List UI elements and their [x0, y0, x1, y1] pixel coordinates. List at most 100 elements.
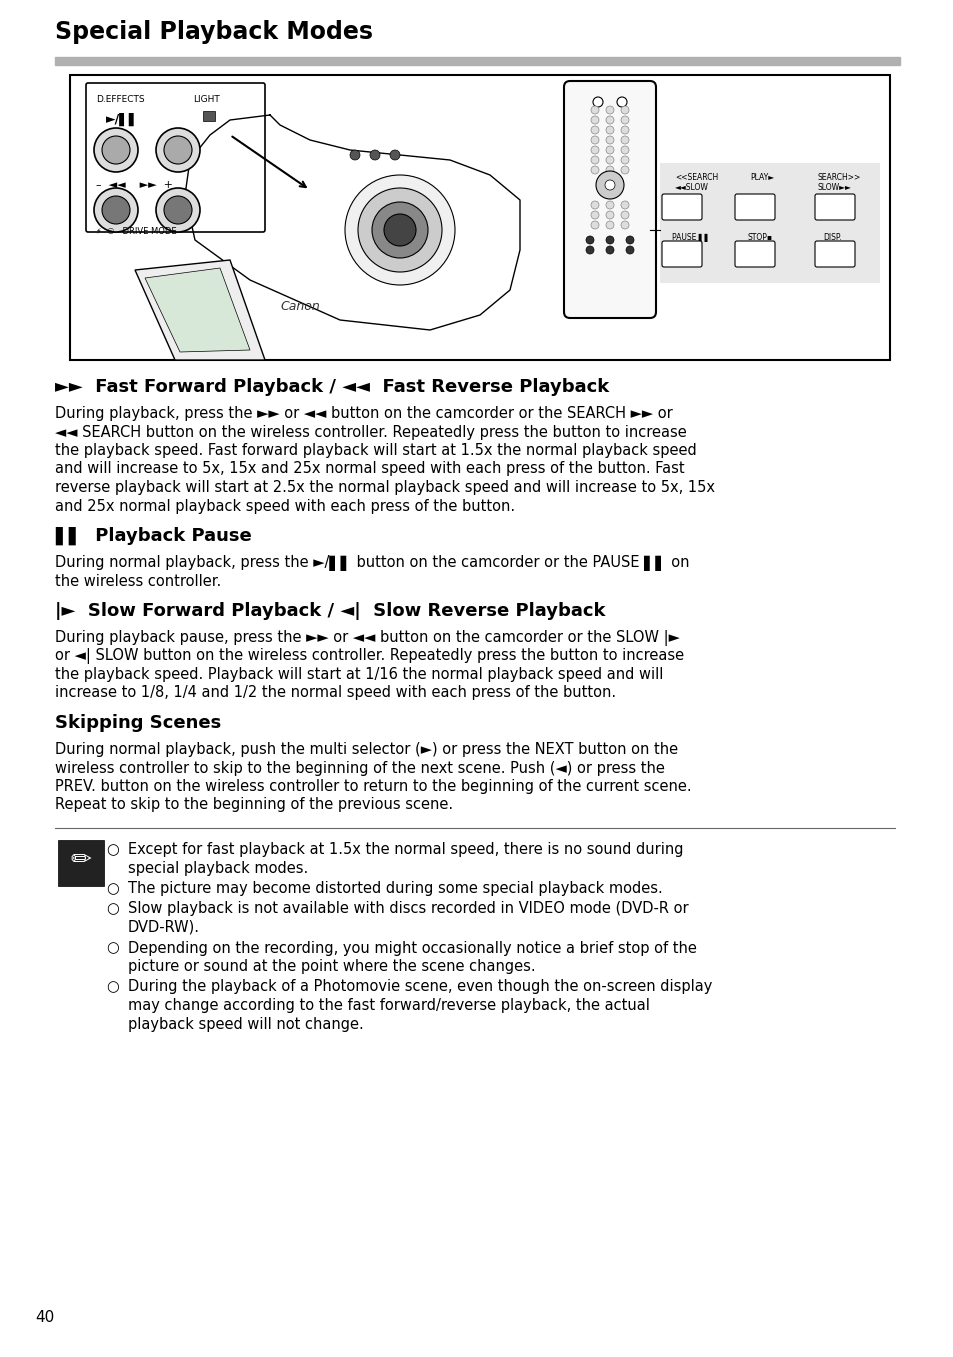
- FancyBboxPatch shape: [814, 194, 854, 220]
- Text: D.EFFECTS: D.EFFECTS: [96, 95, 145, 104]
- Circle shape: [625, 246, 634, 254]
- Circle shape: [350, 151, 359, 160]
- Bar: [58, 840, 104, 886]
- Text: ◄◄ SEARCH button on the wireless controller. Repeatedly press the button to incr: ◄◄ SEARCH button on the wireless control…: [55, 425, 686, 440]
- Text: During playback, press the ►► or ◄◄ button on the camcorder or the SEARCH ►► or: During playback, press the ►► or ◄◄ butt…: [55, 406, 672, 421]
- Circle shape: [605, 126, 614, 134]
- Text: ✏: ✏: [71, 848, 91, 873]
- Text: ○: ○: [107, 901, 119, 916]
- Circle shape: [593, 96, 602, 107]
- Circle shape: [585, 236, 594, 244]
- Circle shape: [620, 166, 628, 174]
- Circle shape: [605, 246, 614, 254]
- Circle shape: [620, 115, 628, 123]
- Text: Depending on the recording, you might occasionally notice a brief stop of the: Depending on the recording, you might oc…: [128, 940, 696, 955]
- Circle shape: [357, 189, 441, 271]
- Text: <<SEARCH: <<SEARCH: [675, 172, 718, 182]
- FancyBboxPatch shape: [661, 194, 701, 220]
- Circle shape: [625, 236, 634, 244]
- Text: PAUSE ▌▌: PAUSE ▌▌: [671, 233, 710, 242]
- Circle shape: [370, 151, 379, 160]
- Circle shape: [384, 214, 416, 246]
- Text: PREV. button on the wireless controller to return to the beginning of the curren: PREV. button on the wireless controller …: [55, 779, 691, 794]
- Circle shape: [605, 147, 614, 153]
- Circle shape: [102, 195, 130, 224]
- Text: The picture may become distorted during some special playback modes.: The picture may become distorted during …: [128, 881, 662, 896]
- Text: DVD-RW).: DVD-RW).: [128, 920, 200, 935]
- Circle shape: [156, 189, 200, 232]
- Text: ►/▌▌: ►/▌▌: [106, 113, 139, 126]
- Text: SEARCH>>: SEARCH>>: [817, 172, 861, 182]
- Circle shape: [585, 246, 594, 254]
- Text: STOP▪: STOP▪: [747, 233, 772, 242]
- FancyBboxPatch shape: [661, 242, 701, 267]
- Text: the wireless controller.: the wireless controller.: [55, 574, 221, 589]
- Circle shape: [590, 136, 598, 144]
- Text: |►  Slow Forward Playback / ◄|  Slow Reverse Playback: |► Slow Forward Playback / ◄| Slow Rever…: [55, 603, 605, 620]
- Circle shape: [605, 210, 614, 218]
- Text: special playback modes.: special playback modes.: [128, 860, 308, 875]
- Circle shape: [590, 126, 598, 134]
- Circle shape: [620, 156, 628, 164]
- Circle shape: [590, 221, 598, 229]
- Circle shape: [590, 115, 598, 123]
- Text: ◄◄SLOW: ◄◄SLOW: [675, 183, 708, 191]
- Text: the playback speed. Fast forward playback will start at 1.5x the normal playback: the playback speed. Fast forward playbac…: [55, 442, 696, 459]
- Circle shape: [604, 180, 615, 190]
- Text: the playback speed. Playback will start at 1/16 the normal playback speed and wi: the playback speed. Playback will start …: [55, 668, 662, 683]
- Text: Special Playback Modes: Special Playback Modes: [55, 20, 373, 43]
- Circle shape: [590, 166, 598, 174]
- Text: reverse playback will start at 2.5x the normal playback speed and will increase : reverse playback will start at 2.5x the …: [55, 480, 714, 495]
- Circle shape: [605, 106, 614, 114]
- Text: –  ◄◄    ►►  +: – ◄◄ ►► +: [96, 180, 172, 190]
- Text: 40: 40: [35, 1310, 54, 1324]
- Text: During playback pause, press the ►► or ◄◄ button on the camcorder or the SLOW |►: During playback pause, press the ►► or ◄…: [55, 630, 679, 646]
- Text: ○: ○: [107, 940, 119, 955]
- Text: ►►  Fast Forward Playback / ◄◄  Fast Reverse Playback: ►► Fast Forward Playback / ◄◄ Fast Rever…: [55, 379, 609, 396]
- Bar: [659, 163, 879, 284]
- Text: LIGHT: LIGHT: [193, 95, 219, 104]
- Text: wireless controller to skip to the beginning of the next scene. Push (◄) or pres: wireless controller to skip to the begin…: [55, 760, 664, 775]
- Circle shape: [390, 151, 399, 160]
- FancyBboxPatch shape: [86, 83, 265, 232]
- Circle shape: [156, 128, 200, 172]
- Circle shape: [605, 115, 614, 123]
- Text: ○: ○: [107, 980, 119, 995]
- Text: or ◄| SLOW button on the wireless controller. Repeatedly press the button to inc: or ◄| SLOW button on the wireless contro…: [55, 649, 683, 665]
- Circle shape: [605, 136, 614, 144]
- Text: may change according to the fast forward/reverse playback, the actual: may change according to the fast forward…: [128, 997, 649, 1012]
- Circle shape: [605, 201, 614, 209]
- Circle shape: [605, 236, 614, 244]
- Circle shape: [590, 156, 598, 164]
- Text: PLAY►: PLAY►: [749, 172, 773, 182]
- Circle shape: [590, 201, 598, 209]
- Circle shape: [620, 126, 628, 134]
- Text: ○: ○: [107, 841, 119, 858]
- Circle shape: [620, 136, 628, 144]
- Bar: [203, 111, 214, 121]
- Circle shape: [94, 189, 138, 232]
- FancyBboxPatch shape: [814, 242, 854, 267]
- Text: DISP.: DISP.: [822, 233, 841, 242]
- Text: ▌▌  Playback Pause: ▌▌ Playback Pause: [55, 527, 252, 546]
- Text: Except for fast playback at 1.5x the normal speed, there is no sound during: Except for fast playback at 1.5x the nor…: [128, 841, 682, 858]
- Circle shape: [94, 128, 138, 172]
- Circle shape: [620, 106, 628, 114]
- Text: increase to 1/8, 1/4 and 1/2 the normal speed with each press of the button.: increase to 1/8, 1/4 and 1/2 the normal …: [55, 685, 616, 700]
- Circle shape: [164, 136, 192, 164]
- Bar: [70, 75, 889, 360]
- Circle shape: [596, 171, 623, 199]
- Circle shape: [605, 156, 614, 164]
- Text: During the playback of a Photomovie scene, even though the on-screen display: During the playback of a Photomovie scen…: [128, 980, 712, 995]
- Text: ⚡  ☉   DRIVE MODE: ⚡ ☉ DRIVE MODE: [96, 227, 176, 236]
- Circle shape: [605, 221, 614, 229]
- Circle shape: [590, 106, 598, 114]
- Text: Slow playback is not available with discs recorded in VIDEO mode (DVD-R or: Slow playback is not available with disc…: [128, 901, 688, 916]
- Text: Skipping Scenes: Skipping Scenes: [55, 714, 221, 731]
- Polygon shape: [145, 267, 250, 351]
- FancyBboxPatch shape: [734, 194, 774, 220]
- FancyBboxPatch shape: [734, 242, 774, 267]
- Text: playback speed will not change.: playback speed will not change.: [128, 1016, 363, 1031]
- Text: ○: ○: [107, 881, 119, 896]
- Circle shape: [345, 175, 455, 285]
